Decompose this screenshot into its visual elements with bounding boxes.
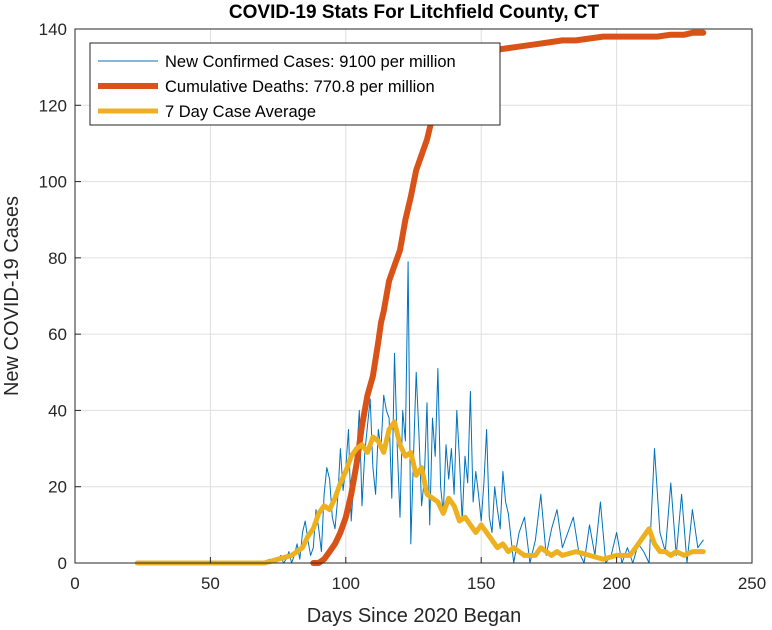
x-tick-label: 200 bbox=[602, 574, 630, 593]
y-tick-label: 140 bbox=[39, 20, 67, 39]
legend-entry: New Confirmed Cases: 9100 per million bbox=[165, 53, 456, 71]
x-tick-label: 250 bbox=[738, 574, 766, 593]
legend-entry: Cumulative Deaths: 770.8 per million bbox=[165, 78, 435, 96]
y-tick-label: 100 bbox=[39, 173, 67, 192]
legend-entry: 7 Day Case Average bbox=[165, 103, 316, 121]
x-tick-label: 50 bbox=[201, 574, 220, 593]
x-tick-label: 0 bbox=[70, 574, 79, 593]
y-tick-label: 20 bbox=[48, 478, 67, 497]
legend-box bbox=[89, 42, 501, 126]
x-tick-label: 150 bbox=[467, 574, 495, 593]
y-axis-label: New COVID-19 Cases bbox=[1, 196, 23, 396]
y-tick-label: 0 bbox=[58, 554, 67, 573]
y-tick-label: 60 bbox=[48, 325, 67, 344]
tick-labels: 0 50 100 150 200 250 0 20 40 60 80 100 120 140 bbox=[39, 20, 767, 593]
series-line-7-day-case-average bbox=[134, 419, 706, 566]
y-tick-label: 120 bbox=[39, 96, 67, 115]
x-axis-label: Days Since 2020 Began bbox=[307, 605, 522, 627]
plot-frame bbox=[74, 28, 753, 564]
y-tick-label: 40 bbox=[48, 401, 67, 420]
y-tick-label: 80 bbox=[48, 249, 67, 268]
chart-title: COVID-19 Stats For Litchfield County, CT bbox=[229, 2, 600, 23]
legend: New Confirmed Cases: 9100 per million Cum… bbox=[89, 42, 501, 126]
series-line-new-confirmed-cases bbox=[136, 261, 704, 564]
x-tick-label: 100 bbox=[332, 574, 360, 593]
